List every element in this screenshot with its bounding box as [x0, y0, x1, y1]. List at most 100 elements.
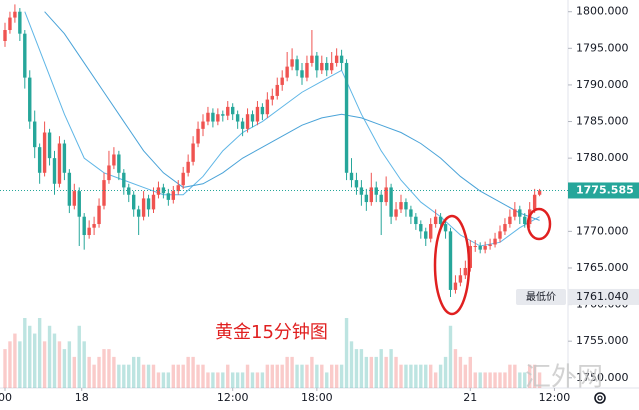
volume-bar: [414, 364, 418, 388]
low-marker-value: 1761.040: [576, 290, 629, 303]
candle-body: [537, 190, 542, 195]
candle-body: [518, 209, 522, 217]
candle-body: [424, 231, 428, 239]
candle-body: [132, 194, 136, 210]
y-tick-label: 1780.000: [576, 151, 629, 164]
y-tick-label: 1765.000: [576, 261, 629, 274]
candle-body: [240, 121, 245, 129]
candle-body: [280, 77, 284, 85]
candle-body: [285, 66, 289, 78]
candle-body: [419, 224, 423, 232]
candle-body: [409, 209, 413, 217]
candle-body: [216, 114, 220, 122]
candle-body: [339, 55, 344, 63]
candle-body: [176, 185, 180, 192]
candle-body: [122, 172, 126, 188]
volume-bar: [453, 349, 458, 388]
candle-body: [186, 161, 190, 173]
volume-bar: [275, 364, 279, 388]
candle-body: [275, 84, 279, 96]
candle-body: [330, 62, 334, 71]
volume-bar: [146, 364, 151, 388]
candle-body: [498, 231, 502, 239]
candle-body: [62, 143, 67, 173]
candle-body: [270, 95, 274, 100]
annotation: 黄金15分钟图: [215, 322, 328, 343]
candle-body: [513, 209, 517, 217]
candle-body: [260, 106, 265, 115]
volume-bar: [280, 364, 284, 388]
candle-body: [493, 238, 497, 245]
candle-body: [394, 209, 398, 217]
low-marker-box: [568, 288, 639, 305]
candle-body: [28, 77, 32, 122]
volume-bar: [448, 325, 453, 388]
volume-bar: [240, 372, 245, 388]
settings-icon[interactable]: [594, 392, 606, 404]
volume-bar: [463, 364, 468, 388]
volume-bar: [33, 333, 37, 388]
volume-bar: [532, 364, 537, 388]
volume-bar: [151, 364, 156, 388]
volume-bar: [132, 356, 136, 388]
candle-body: [503, 224, 507, 232]
candle-body: [364, 194, 369, 203]
candle-body: [429, 224, 433, 239]
volume-bar: [13, 333, 17, 388]
x-tick-label: 18:00: [301, 391, 333, 404]
volume-bar: [82, 341, 86, 388]
volume-bar: [399, 364, 403, 388]
candle-body: [265, 99, 270, 115]
candle-body: [112, 154, 116, 166]
candle-body: [97, 205, 101, 225]
volume-bar: [508, 364, 512, 388]
highlight-ellipse: [433, 214, 471, 316]
candle-body: [310, 55, 314, 63]
candle-body: [458, 275, 463, 283]
volume-bar: [300, 364, 304, 388]
watermark: 汇外网: [525, 363, 603, 393]
volume-bar: [419, 364, 423, 388]
volume-bar: [498, 372, 502, 388]
volume-bar: [339, 364, 344, 388]
candle-body: [508, 216, 512, 225]
volume-bar: [265, 364, 270, 388]
candle-body: [384, 187, 388, 203]
volume-bar: [77, 325, 81, 388]
candle-body: [235, 114, 240, 122]
candle-body: [250, 114, 255, 122]
candle-body: [433, 216, 438, 225]
volume-bar: [107, 349, 111, 388]
volume-bar: [23, 318, 27, 388]
candle-body: [404, 202, 408, 210]
candle-body: [523, 216, 527, 225]
volume-bar: [176, 364, 180, 388]
volume-bar: [285, 356, 289, 388]
volume-bar: [127, 364, 131, 388]
volume-bar: [330, 364, 334, 388]
x-tick-label: 21: [463, 391, 477, 404]
candle-body: [33, 121, 37, 148]
volume-bar: [201, 364, 205, 388]
last-price-box: [568, 182, 639, 199]
volume-bar: [537, 372, 542, 388]
volume-bar: [87, 356, 91, 388]
volume-bar: [181, 364, 185, 388]
volume-bar: [384, 356, 388, 388]
candle-body: [206, 112, 210, 122]
candle-body: [473, 246, 477, 247]
candle-body: [320, 62, 324, 71]
volume-bar: [325, 372, 329, 388]
candle-body: [181, 172, 185, 186]
volume-bar: [211, 372, 215, 388]
volume-bar: [488, 372, 492, 388]
candle-body: [221, 114, 225, 116]
candle-body: [77, 191, 81, 217]
volume-bar: [369, 356, 373, 388]
candle-body: [151, 194, 156, 210]
candle-body: [488, 244, 492, 246]
volume-bar: [28, 325, 32, 388]
candle-body: [57, 143, 62, 184]
candle-body: [369, 187, 373, 203]
volume-bar: [305, 364, 309, 388]
